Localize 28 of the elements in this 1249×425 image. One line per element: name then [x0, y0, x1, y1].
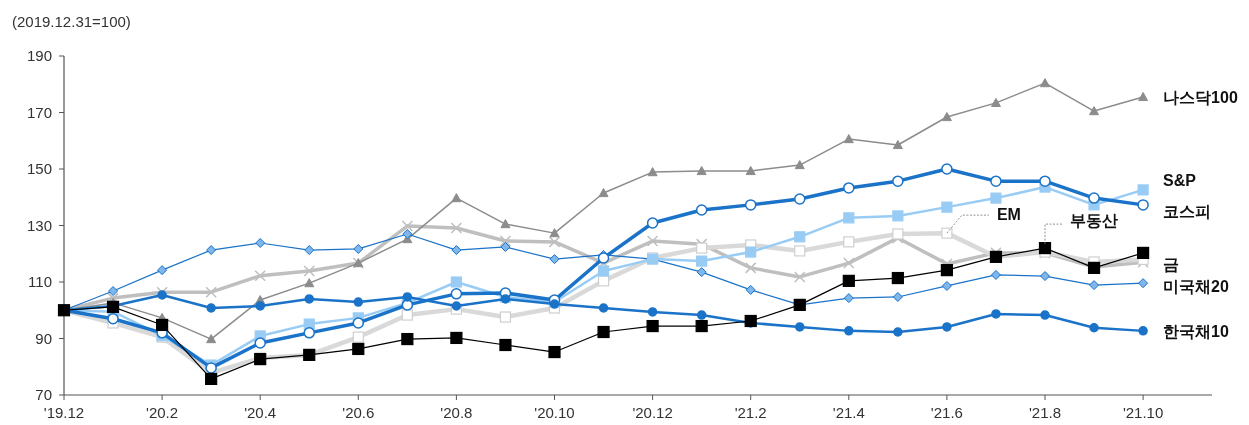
x-tick-label: '19.12: [43, 404, 85, 421]
series-label: EM: [996, 206, 1021, 224]
x-tick-label: '21.6: [930, 404, 963, 421]
y-tick-label: 190: [26, 47, 52, 64]
x-tick-label: '20.6: [342, 404, 375, 421]
series-label: 코스피: [1163, 202, 1212, 220]
series-label: 부동산: [1070, 212, 1118, 230]
y-tick-label: 170: [26, 103, 52, 121]
series-label: 금: [1163, 256, 1180, 274]
x-tick-label: '20.4: [244, 404, 277, 421]
y-tick-label: 90: [35, 329, 52, 347]
series-label: 나스닥100: [1163, 88, 1238, 106]
y-axis-title: (2019.12.31=100): [12, 13, 131, 30]
x-tick-label: '21.10: [1122, 404, 1164, 421]
x-tick-label: '20.2: [146, 404, 179, 421]
x-tick-label: '21.2: [734, 404, 767, 421]
y-tick-label: 130: [26, 216, 52, 234]
x-tick-label: '20.8: [440, 404, 473, 421]
series-label: S&P: [1163, 171, 1197, 189]
series-label: 한국채10: [1163, 322, 1229, 340]
x-tick-label: '21.8: [1028, 404, 1062, 421]
y-tick-label: 150: [26, 160, 52, 177]
y-tick-label: 110: [28, 273, 52, 290]
x-tick-label: '20.10: [534, 404, 575, 421]
series-label: 미국채20: [1163, 278, 1229, 296]
x-tick-label: '21.4: [832, 404, 865, 421]
x-tick-label: '20.12: [632, 404, 673, 421]
y-tick-label: 70: [35, 386, 52, 403]
